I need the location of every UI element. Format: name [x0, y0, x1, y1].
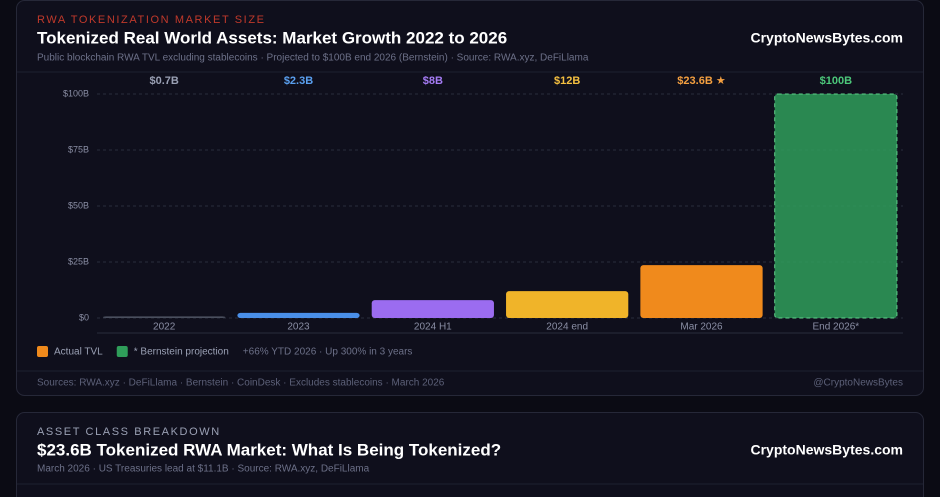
x-tick-label: 2024 H1: [414, 322, 452, 333]
bar: [506, 291, 629, 318]
y-tick-label: $100B: [63, 88, 89, 98]
x-tick-label: Mar 2026: [680, 322, 723, 333]
value-label: $0.7B: [149, 75, 178, 87]
kicker: RWA TOKENIZATION MARKET SIZE: [37, 14, 266, 26]
y-tick-label: $0: [79, 312, 89, 322]
bar: [640, 265, 763, 318]
chart-title: Tokenized Real World Assets: Market Grow…: [37, 28, 507, 47]
x-tick-label: 2022: [153, 322, 176, 333]
bar: [371, 300, 494, 318]
y-tick-label: $75B: [68, 144, 89, 154]
next-card: [16, 412, 924, 497]
y-tick-label: $25B: [68, 256, 89, 266]
value-label: $12B: [554, 75, 580, 87]
x-tick-label: End 2026*: [812, 322, 859, 333]
value-label: $100B: [820, 75, 852, 87]
value-label: $8B: [423, 75, 443, 87]
bar: [774, 93, 898, 319]
footer-sources: Sources: RWA.xyz · DeFiLlama · Bernstein…: [37, 378, 445, 389]
footer-handle: @CryptoNewsBytes: [813, 378, 903, 389]
x-tick-label: 2023: [287, 322, 310, 333]
card-title: $23.6B Tokenized RWA Market: What Is Bei…: [37, 440, 501, 459]
kicker: ASSET CLASS BREAKDOWN: [37, 426, 221, 438]
subtitle: March 2026 · US Treasuries lead at $11.1…: [37, 464, 370, 475]
value-label: $23.6B ★: [677, 75, 726, 87]
subtitle: Public blockchain RWA TVL excluding stab…: [37, 53, 589, 64]
note: +66% YTD 2026 · Up 300% in 3 years: [243, 347, 413, 358]
bar: [103, 316, 226, 318]
legend-label: * Bernstein projection: [134, 347, 229, 358]
brand: CryptoNewsBytes.com: [751, 30, 904, 46]
bar: [237, 312, 360, 318]
y-tick-label: $50B: [68, 200, 89, 210]
legend-swatch: [116, 346, 128, 357]
legend-swatch: [37, 346, 48, 357]
brand: CryptoNewsBytes.com: [751, 442, 904, 458]
legend-label: Actual TVL: [54, 347, 103, 358]
value-label: $2.3B: [284, 75, 313, 87]
x-tick-label: 2024 end: [546, 322, 588, 333]
